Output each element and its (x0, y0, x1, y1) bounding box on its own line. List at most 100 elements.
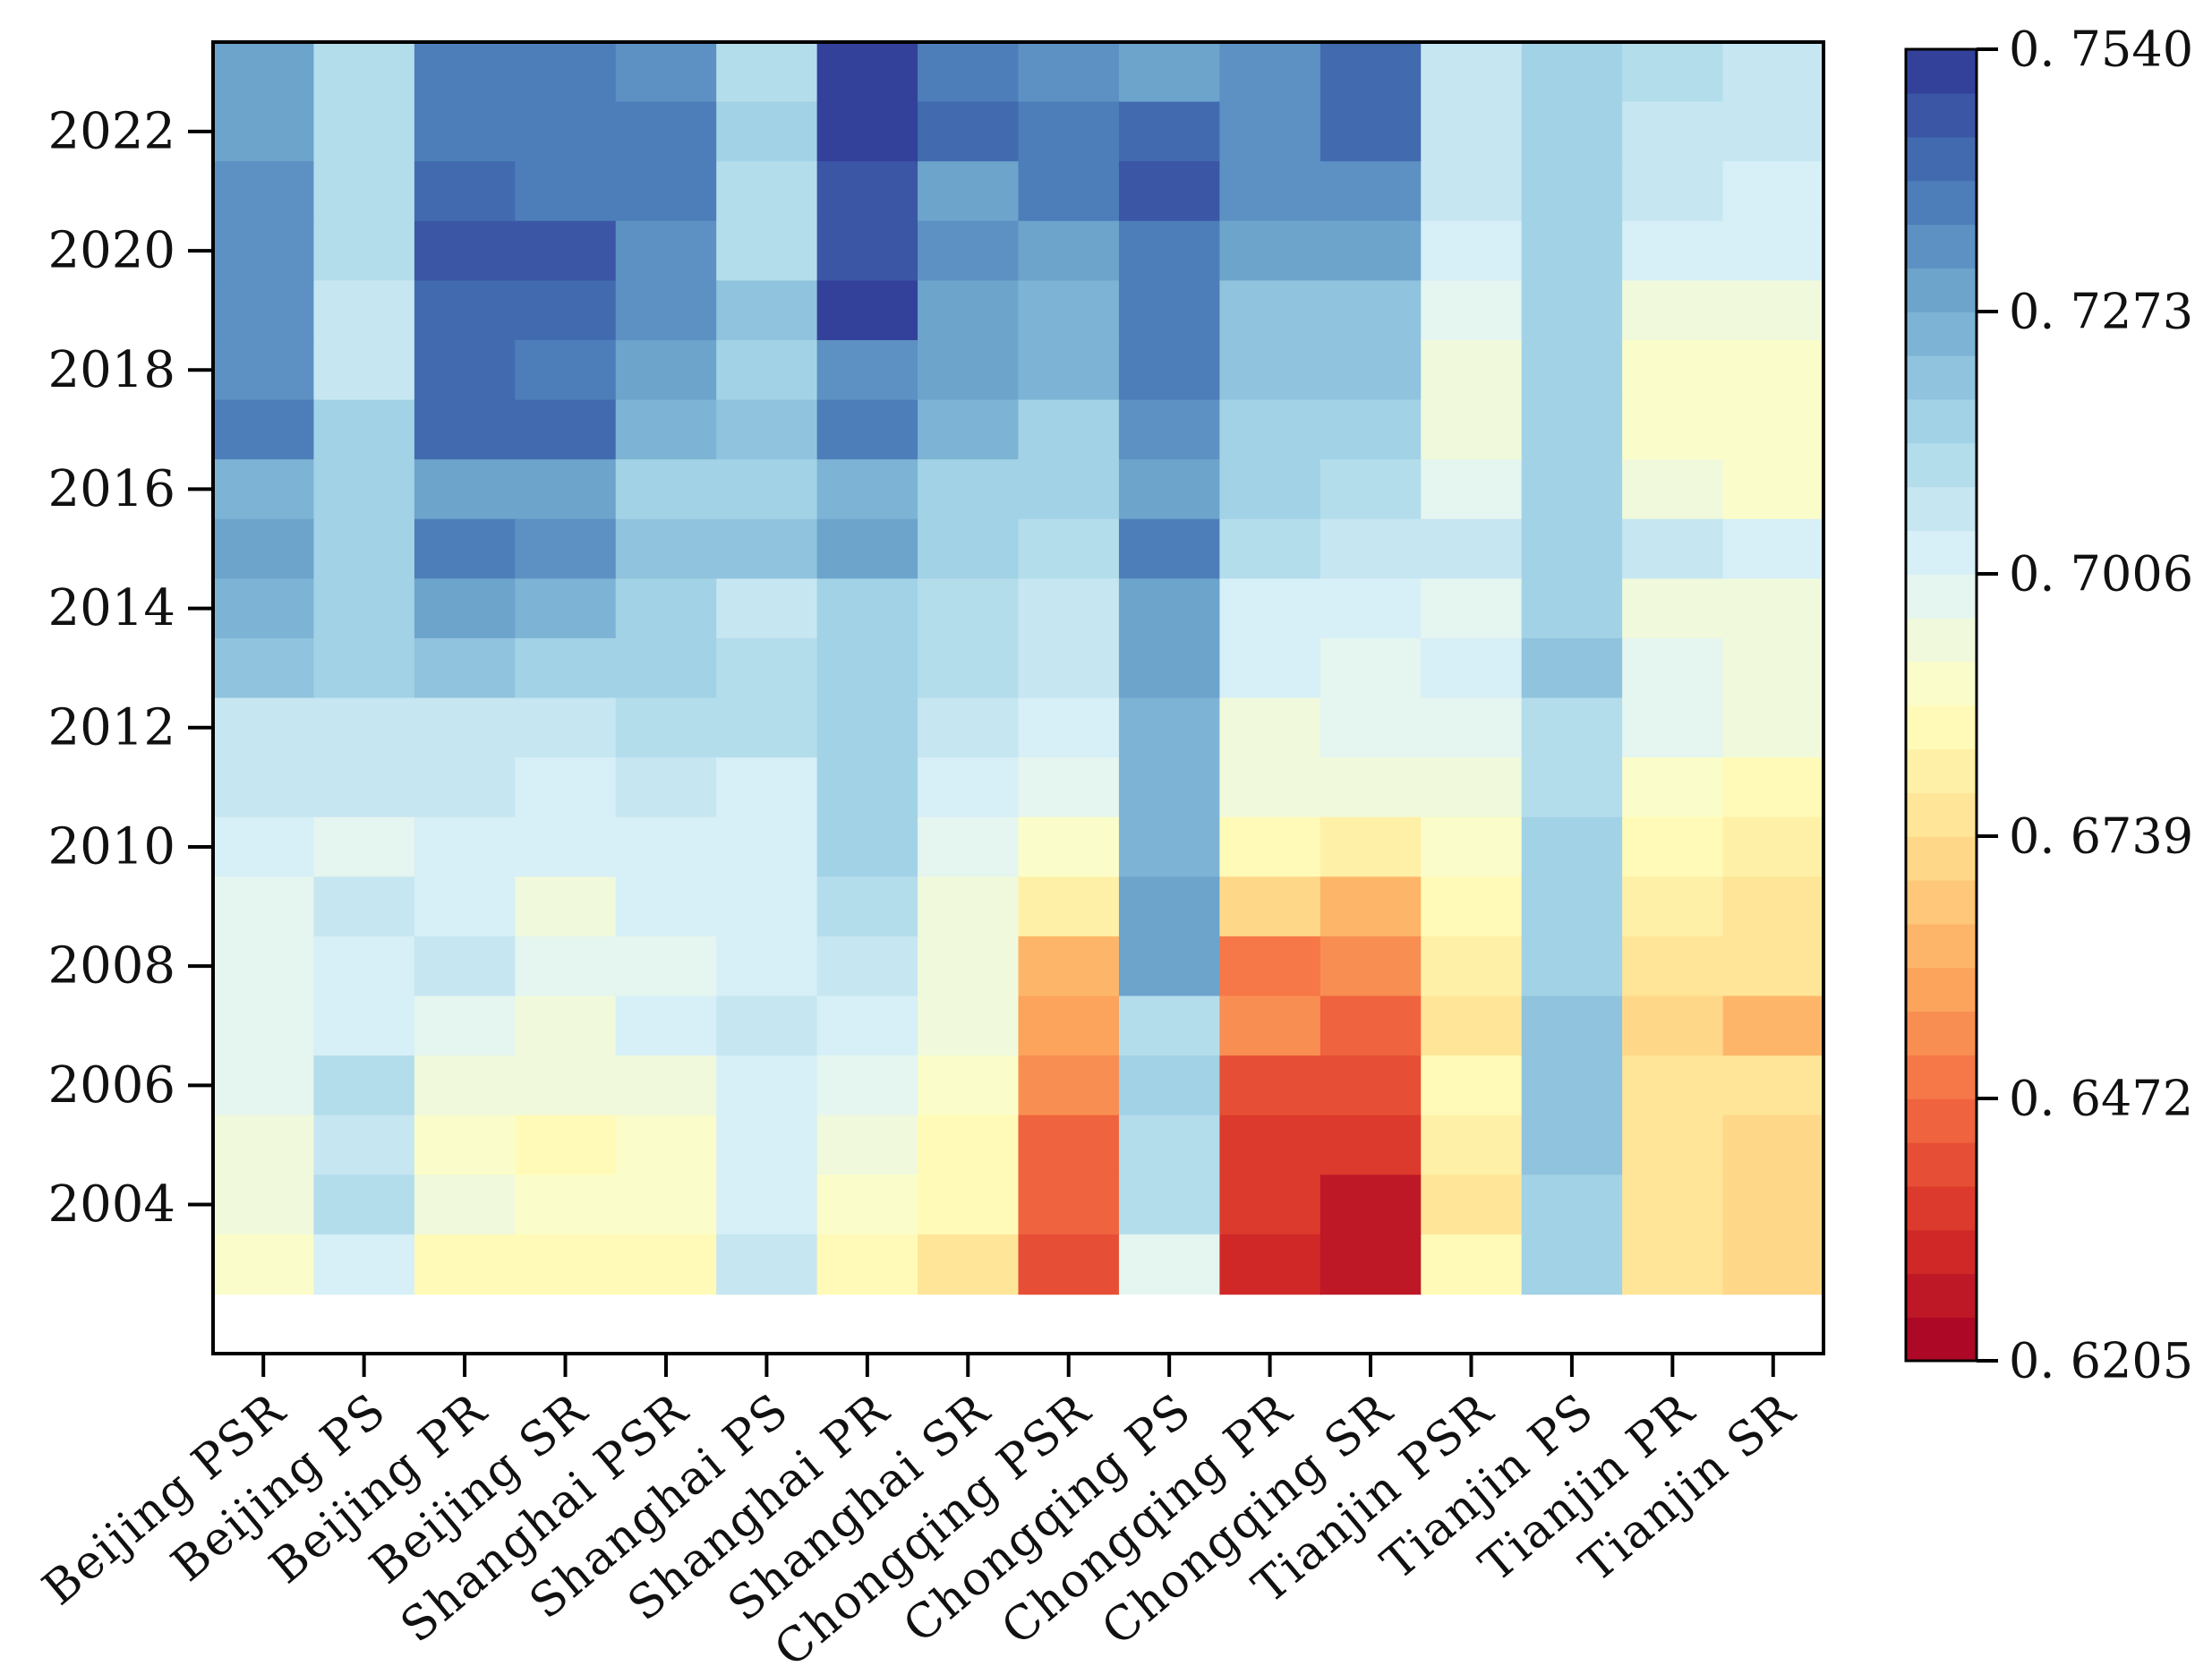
y-tick-label: 2006 (47, 1056, 175, 1115)
colorbar-level (1906, 1229, 1977, 1275)
heatmap-cell (1722, 459, 1824, 520)
heatmap-cell (313, 697, 415, 758)
heatmap-cell (1320, 1175, 1422, 1235)
heatmap-cell (1521, 518, 1623, 580)
heatmap-cell (716, 161, 818, 222)
heatmap-cell (313, 996, 415, 1056)
heatmap-cell (1219, 518, 1321, 580)
heatmap-cell (213, 996, 315, 1056)
heatmap-cell (1320, 816, 1422, 878)
heatmap-cell (1722, 996, 1824, 1056)
heatmap-cell (515, 1115, 617, 1176)
heatmap-cell (1722, 936, 1824, 997)
heatmap-cell (313, 1175, 415, 1235)
heatmap-cell (1421, 637, 1523, 699)
heatmap-cell (816, 101, 918, 162)
heatmap-cell (213, 459, 315, 520)
heatmap-cell (1018, 1234, 1120, 1295)
heatmap-cell (1622, 936, 1724, 997)
heatmap-cell (1118, 1055, 1221, 1116)
colorbar-tick-label: 0. 7006 (2009, 546, 2193, 602)
heatmap-cell (1421, 1175, 1523, 1235)
heatmap-cell (615, 161, 717, 222)
y-tick-label: 2016 (47, 460, 175, 518)
heatmap-cell (615, 1175, 717, 1235)
heatmap-cell (816, 816, 918, 878)
heatmap-cell (313, 101, 415, 162)
heatmap-cell (414, 399, 517, 460)
heatmap-cell (1320, 637, 1422, 699)
heatmap-cell (716, 280, 818, 341)
y-tick-label: 2008 (47, 937, 175, 996)
heatmap-cell (1320, 1055, 1422, 1116)
heatmap-cell (515, 280, 617, 341)
heatmap-cell (414, 459, 517, 520)
heatmap-cell (716, 996, 818, 1056)
heatmap-cell (515, 339, 617, 401)
heatmap-cell (1219, 816, 1321, 878)
heatmap-cell (1622, 399, 1724, 460)
heatmap-cell (313, 518, 415, 580)
heatmap-cell (1622, 1175, 1724, 1235)
heatmap-cell (716, 697, 818, 758)
colorbar-level (1906, 49, 1977, 94)
heatmap-cell (1521, 816, 1623, 878)
heatmap-cell (1219, 459, 1321, 520)
heatmap-cell (1722, 399, 1824, 460)
heatmap-cell (1722, 161, 1824, 222)
heatmap-cell (1320, 1234, 1422, 1295)
heatmap-cell (816, 518, 918, 580)
heatmap-cell (1118, 936, 1221, 997)
heatmap-cell (918, 1175, 1020, 1235)
heatmap-cell (515, 1055, 617, 1116)
heatmap-cell (213, 339, 315, 401)
heatmap-cell (515, 637, 617, 699)
heatmap-cell (414, 876, 517, 937)
heatmap-cell (1219, 936, 1321, 997)
heatmap-cell (1118, 518, 1221, 580)
heatmap-cell (1521, 637, 1623, 699)
heatmap-cell (414, 936, 517, 997)
heatmap-cell (1018, 280, 1120, 341)
heatmap-cell (414, 757, 517, 818)
heatmap-cell (1421, 339, 1523, 401)
heatmap-cell (1622, 876, 1724, 937)
heatmap-cell (1018, 936, 1120, 997)
heatmap-cell (1521, 339, 1623, 401)
heatmap-cell (515, 399, 617, 460)
heatmap-cell (1018, 637, 1120, 699)
heatmap-cell (1018, 220, 1120, 282)
heatmap-cell (1018, 876, 1120, 937)
heatmap-cell (1219, 280, 1321, 341)
y-axis: 2022 2020 2018 2016 2014 2012 2010 2008 2006 2004 (47, 102, 213, 1234)
heatmap-cell (1622, 996, 1724, 1056)
heatmap-cell (1521, 280, 1623, 341)
heatmap-cell (1118, 339, 1221, 401)
heatmap-cell (1421, 936, 1523, 997)
heatmap-cell (716, 816, 818, 878)
heatmap-cell (414, 339, 517, 401)
heatmap-cell (716, 637, 818, 699)
heatmap-cell (1320, 757, 1422, 818)
heatmap-cell (816, 280, 918, 341)
heatmap-cell (1622, 578, 1724, 639)
heatmap-cell (615, 220, 717, 282)
heatmap-cell (918, 459, 1020, 520)
heatmap-cell (615, 637, 717, 699)
heatmap-cell (1219, 101, 1321, 162)
colorbar-level (1906, 967, 1977, 1013)
heatmap-cell (515, 1234, 617, 1295)
heatmap-cell (213, 578, 315, 639)
heatmap-cell (1118, 816, 1221, 878)
heatmap-cell (918, 1115, 1020, 1176)
heatmap-cell (1722, 42, 1824, 103)
heatmap-cell (1722, 339, 1824, 401)
colorbar-tick-label: 0. 6739 (2009, 808, 2193, 865)
heatmap-cell (1722, 1115, 1824, 1176)
heatmap-cell (1521, 876, 1623, 937)
colorbar-level (1906, 224, 1977, 269)
heatmap-cell (716, 1175, 818, 1235)
heatmap-cell (1722, 1175, 1824, 1235)
heatmap-cell (1622, 816, 1724, 878)
